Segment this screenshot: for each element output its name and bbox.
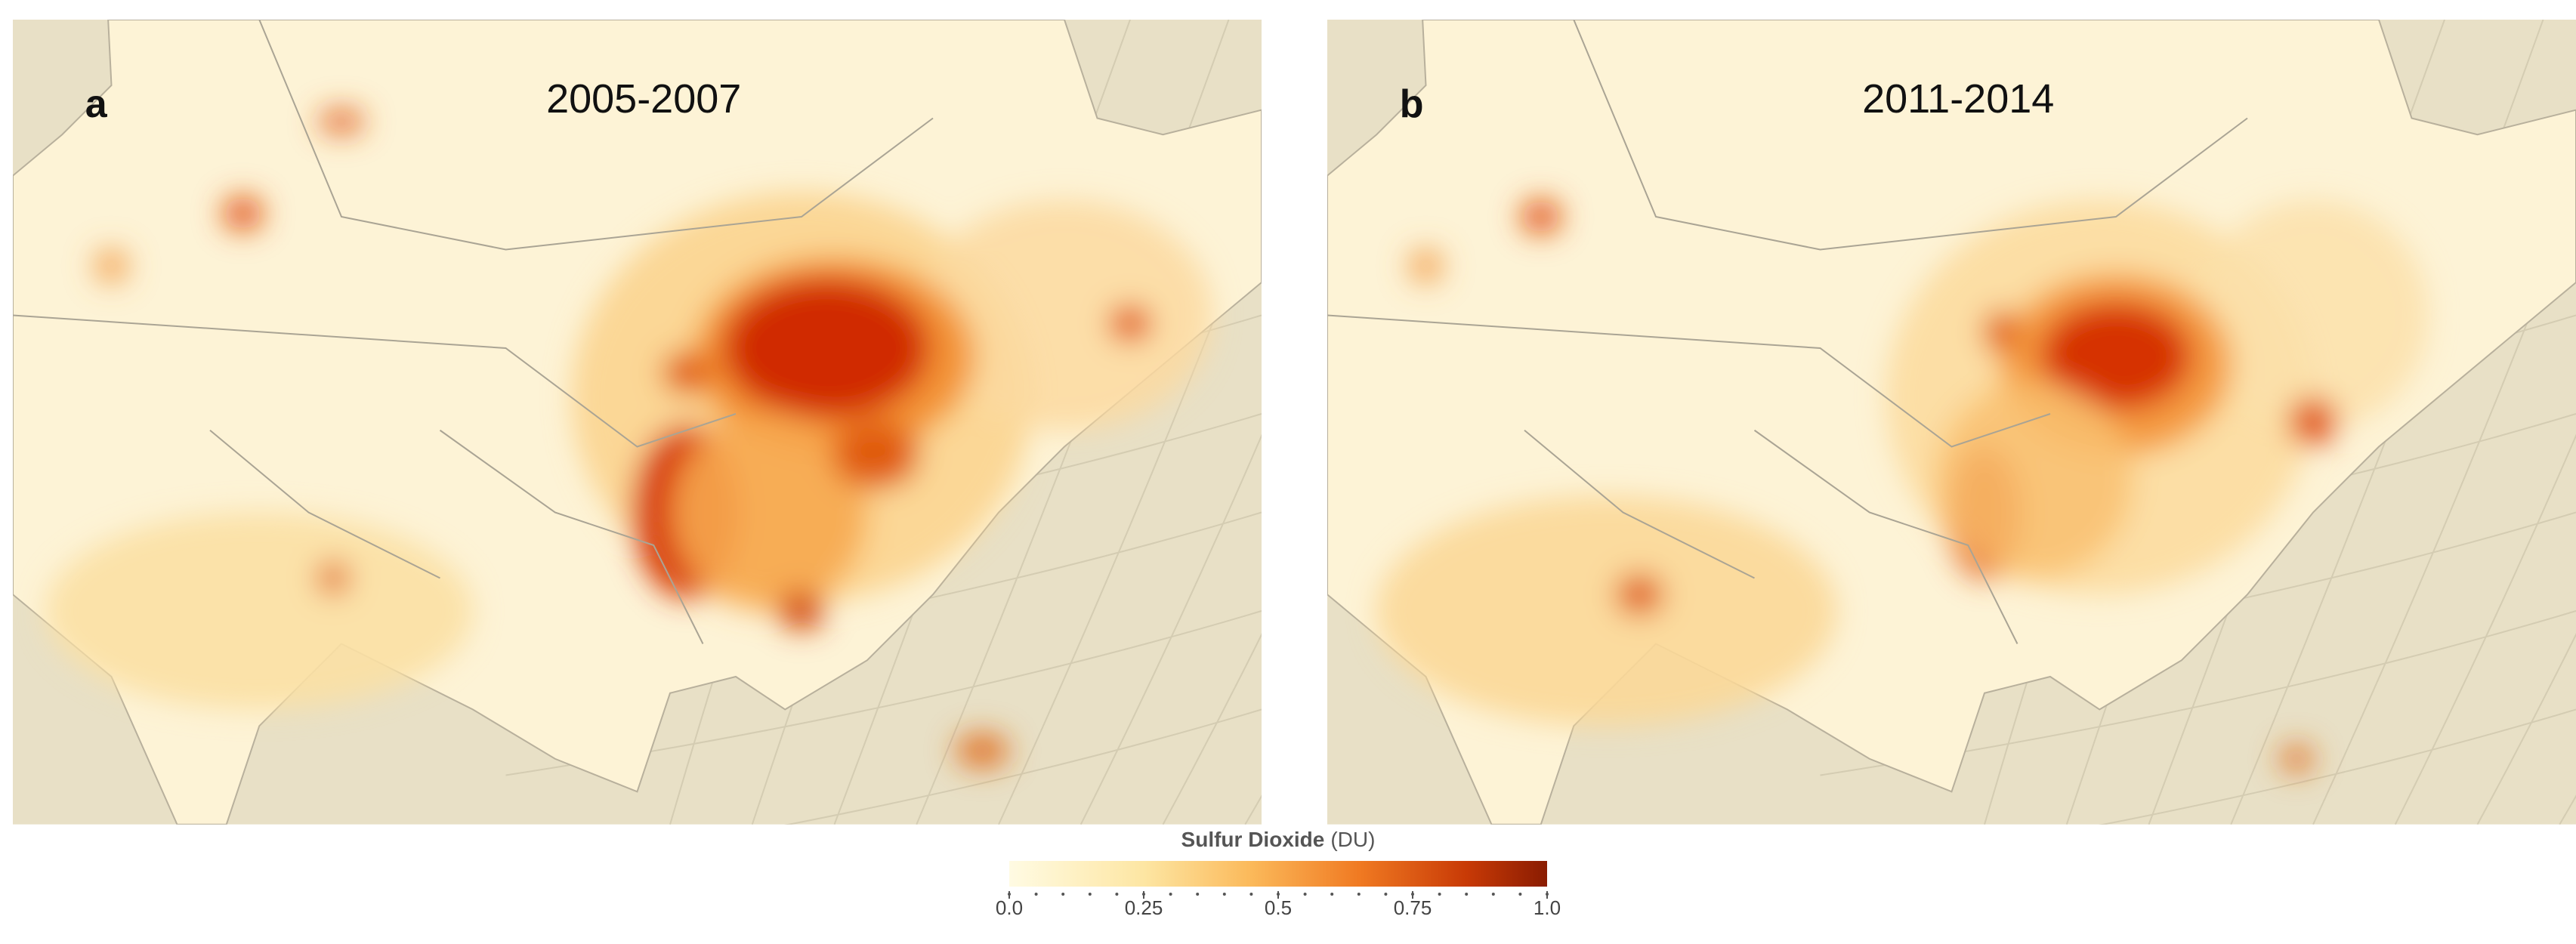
border [209,429,440,579]
so2-hotspot [1409,249,1443,282]
border [13,314,737,448]
so2-hotspot [318,563,348,594]
tick-label: 0.75 [1394,896,1432,919]
minor-tick [1249,893,1253,896]
border [439,429,704,644]
so2-hotspot [832,421,919,488]
so2-hotspot [1935,381,2133,578]
panel-period: 2011-2014 [1862,76,2054,122]
graticule [2476,633,2576,825]
graticule [2312,195,2576,825]
so2-hotspot [2290,399,2337,446]
minor-tick [1303,893,1307,896]
so2-hotspot [45,512,473,710]
map-content [13,20,1262,825]
so2-hotspot [2198,200,2429,430]
colorbar: Sulfur Dioxide (DU) 0.0 0.25 0.5 0.75 1.0 [996,828,1561,918]
border [1573,20,2248,251]
colorbar-title: Sulfur Dioxide (DU) [1181,828,1376,851]
so2-hotspot [670,414,867,611]
graticule [2099,708,2576,825]
so2-hotspot [318,110,365,134]
minor-tick [1384,893,1388,896]
maps: a 2005-2007 b 2011-2014 [13,20,2576,825]
graticule [998,195,1262,825]
colorbar-gradient [1009,861,1547,887]
so2-hotspot [1110,307,1151,341]
so2-hotspot [663,353,710,393]
so2-hotspot [1521,200,1561,233]
tick-label: 1.0 [1534,896,1561,919]
minor-tick [1518,893,1522,896]
colorbar-unit: (DU) [1330,828,1375,851]
border [1327,314,2051,448]
so2-field [1376,200,2429,773]
colorbar-title-text: Sulfur Dioxide [1181,828,1325,851]
map-panel: a 2005-2007 [13,20,1262,825]
so2-hotspot [1985,312,2018,352]
panel-label: b [1400,82,1424,126]
so2-hotspot [2280,745,2313,773]
minor-tick [1438,893,1441,896]
tick-label: 0.25 [1125,896,1163,919]
border [1524,429,1755,579]
tick-label: 0.5 [1265,896,1292,919]
graticule [785,708,1262,825]
so2-field [45,110,1212,767]
graticule [1080,433,1262,825]
so2-hotspot [2042,304,2190,409]
minor-tick [1465,893,1469,896]
so2-hotspot [94,249,128,282]
so2-hotspot [223,196,263,230]
minor-tick [1196,893,1200,896]
minor-tick [1357,893,1361,896]
map-panel: b 2011-2014 [1327,20,2576,825]
tick-label: 0.0 [996,896,1023,919]
so2-hotspot [1376,495,1837,727]
border [258,20,934,251]
so2-hotspot [1616,575,1663,615]
minor-tick [1115,893,1119,896]
minor-tick [1491,893,1495,896]
so2-hotspot [724,279,928,418]
graticule [1162,633,1262,825]
so2-hotspot [916,200,1212,430]
minor-tick [1088,893,1092,896]
graticule [2394,433,2576,825]
so2-hotspot [778,593,825,629]
panel-label: a [85,82,108,126]
minor-tick [1169,893,1172,896]
minor-tick [1034,893,1038,896]
minor-tick [1330,893,1334,896]
panel-period: 2005-2007 [546,76,741,122]
minor-tick [1061,893,1065,896]
map-content [1327,20,2576,825]
minor-tick [1222,893,1226,896]
border [1753,429,2018,644]
so2-hotspot [956,734,1009,767]
